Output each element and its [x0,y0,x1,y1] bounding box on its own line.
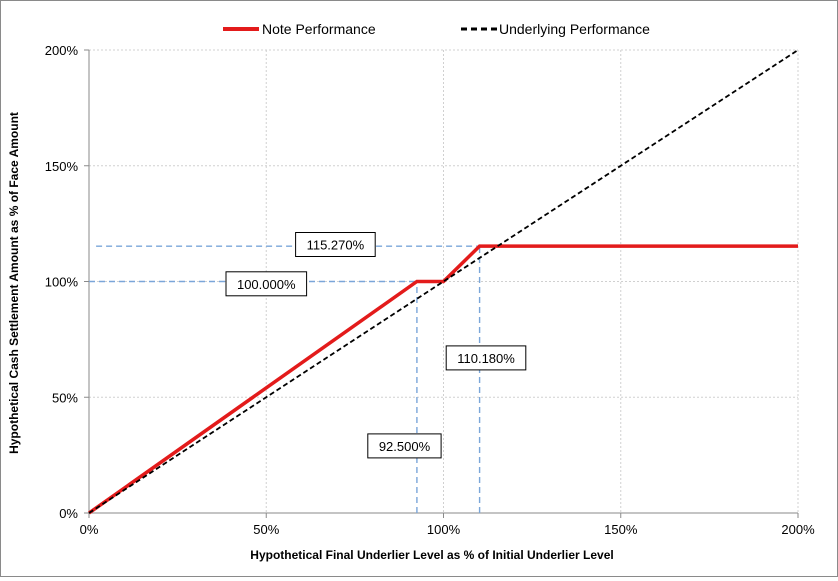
x-tick-label-100: 100% [427,522,461,537]
series-line-note-performance [87,244,798,515]
annotation-box [445,345,527,371]
y-tick-label-0: 0% [59,506,78,521]
y-tick-label-100: 100% [45,275,79,290]
legend-item-note-performance: Note Performance [223,21,376,37]
annotation-label: 110.180% [457,351,515,366]
tick-labels: 0% 50% 100% 150% 200% 0% 50% 100% 150% 200% [45,43,815,537]
legend-label: Note Performance [262,21,376,37]
series-lines [87,49,799,515]
x-axis-title: Hypothetical Final Underlier Level as % … [250,548,613,562]
annotation-100-000: 100.000% [225,271,308,297]
annotation-115-270: 115.270% [295,232,376,257]
annotations: 115.270% 100.000% 110.180% 92.500% [225,232,527,459]
y-axis-title: Hypothetical Cash Settlement Amount as %… [7,112,21,454]
annotation-label: 100.000% [237,277,296,292]
annotation-box [225,271,308,297]
gridlines [89,49,799,513]
x-tick-label-150: 150% [604,522,638,537]
annotation-label: 115.270% [307,237,365,252]
legend: Note Performance Underlying Performance [223,21,650,37]
x-tick-label-0: 0% [80,522,99,537]
y-tick-label-200: 200% [45,43,79,58]
annotation-label: 92.500% [379,439,431,454]
annotation-92-500: 92.500% [367,433,442,459]
x-tick-label-200: 200% [781,522,815,537]
y-tick-label-150: 150% [45,159,79,174]
legend-label: Underlying Performance [499,21,650,37]
legend-item-underlying-performance: Underlying Performance [461,21,650,37]
annotation-box [367,433,442,459]
x-tick-label-50: 50% [253,522,279,537]
series-line-underlying-performance [88,49,799,514]
annotation-box [295,232,376,257]
annotation-110-180: 110.180% [445,345,527,371]
y-tick-label-50: 50% [52,390,78,405]
